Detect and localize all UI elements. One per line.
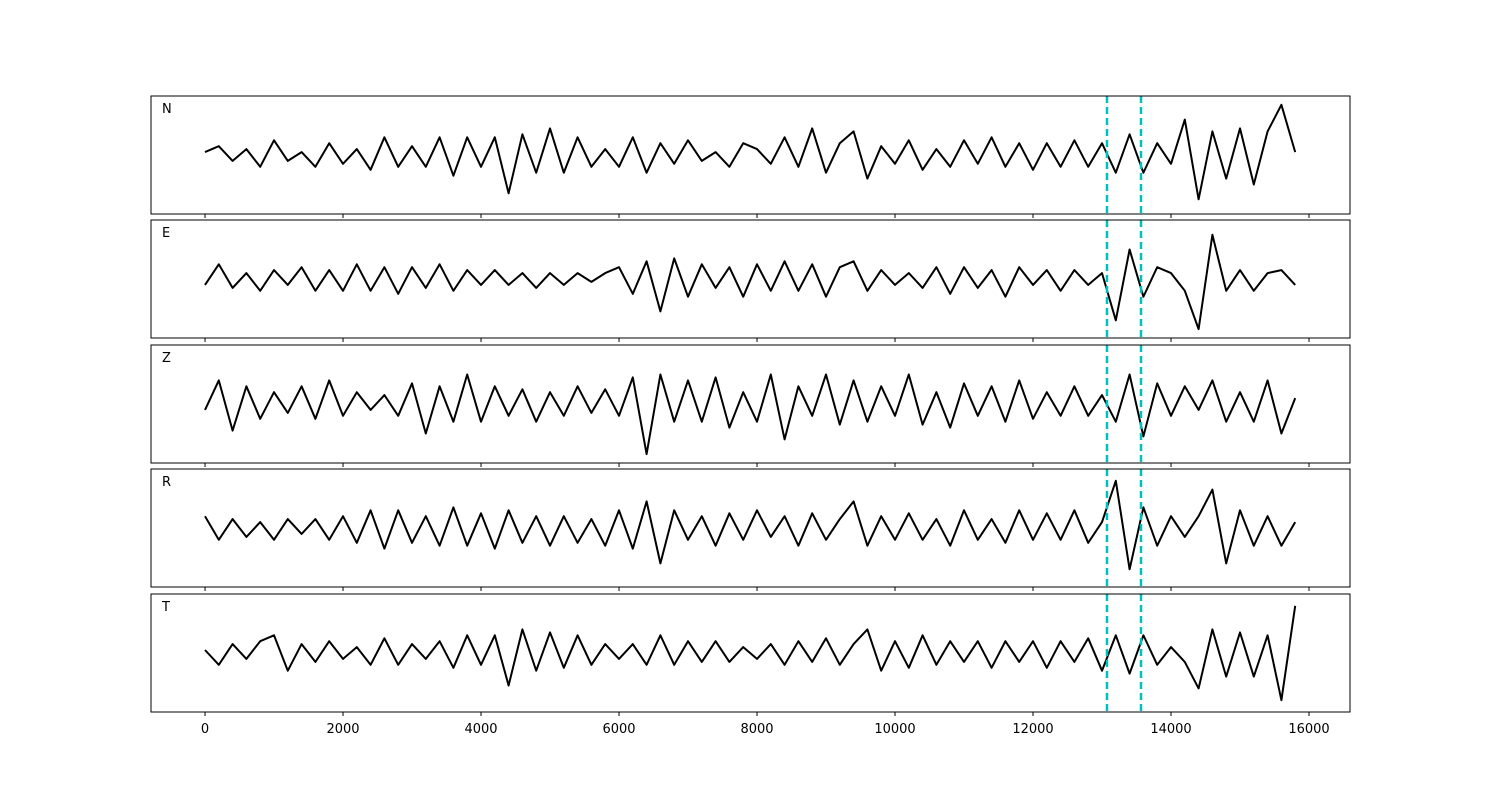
waveform — [204, 605, 1297, 702]
x-tick-label: 16000 — [1288, 722, 1329, 737]
panel-frame — [150, 593, 1351, 713]
panel-label: Z — [162, 351, 171, 366]
panel-frame — [150, 219, 1351, 339]
panel-label: E — [162, 226, 170, 241]
x-tick-label: 10000 — [874, 722, 915, 737]
x-tick-label: 8000 — [740, 722, 773, 737]
x-tick-label: 12000 — [1012, 722, 1053, 737]
x-tick-label: 14000 — [1150, 722, 1191, 737]
waveform — [204, 233, 1296, 331]
x-tick-label: 2000 — [326, 722, 359, 737]
x-tick-label: 6000 — [602, 722, 635, 737]
panel-label: R — [162, 475, 171, 490]
panel-label: N — [162, 102, 172, 117]
x-tick-label: 4000 — [464, 722, 497, 737]
panel-frame — [150, 344, 1351, 464]
x-tick-label: 0 — [201, 722, 209, 737]
waveform — [204, 103, 1297, 201]
panel-label: T — [161, 600, 170, 615]
panel-frame — [150, 95, 1351, 215]
panel-frame — [150, 468, 1351, 588]
waveform — [204, 373, 1297, 456]
waveform — [204, 479, 1297, 571]
